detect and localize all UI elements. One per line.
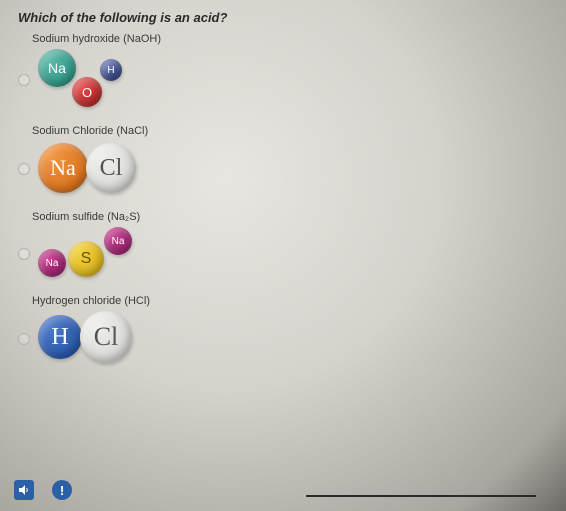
info-button[interactable]: ! <box>52 480 72 500</box>
progress-line <box>306 495 536 497</box>
molecule-na2s: Na S Na <box>38 227 158 281</box>
option-nacl: Sodium Chloride (NaCl) Na Cl <box>18 125 548 197</box>
option-label: Sodium Chloride (NaCl) <box>32 125 548 137</box>
speaker-icon <box>18 484 30 496</box>
atom-na: Na <box>38 143 88 193</box>
atom-h: H <box>38 315 82 359</box>
audio-button[interactable] <box>14 480 34 500</box>
footer-bar: ! <box>0 469 566 511</box>
atom-h: H <box>100 59 122 81</box>
atom-na: Na <box>38 49 76 87</box>
atom-s: S <box>68 241 104 277</box>
option-label: Sodium sulfide (Na₂S) <box>32 211 548 223</box>
molecule-naoh: Na O H <box>38 49 148 111</box>
radio-nacl[interactable] <box>18 163 30 175</box>
question-text: Which of the following is an acid? <box>18 10 548 25</box>
option-label: Sodium hydroxide (NaOH) <box>32 33 548 45</box>
radio-na2s[interactable] <box>18 248 30 260</box>
option-naoh: Sodium hydroxide (NaOH) Na O H <box>18 33 548 111</box>
radio-hcl[interactable] <box>18 333 30 345</box>
atom-o: O <box>72 77 102 107</box>
radio-naoh[interactable] <box>18 74 30 86</box>
question-panel: Which of the following is an acid? Sodiu… <box>0 0 566 367</box>
molecule-hcl: H Cl <box>38 311 158 367</box>
option-hcl: Hydrogen chloride (HCl) H Cl <box>18 295 548 367</box>
atom-cl: Cl <box>80 311 132 363</box>
atom-na: Na <box>38 249 66 277</box>
atom-na: Na <box>104 227 132 255</box>
atom-cl: Cl <box>86 143 136 193</box>
option-na2s: Sodium sulfide (Na₂S) Na S Na <box>18 211 548 281</box>
option-label: Hydrogen chloride (HCl) <box>32 295 548 307</box>
molecule-nacl: Na Cl <box>38 141 158 197</box>
